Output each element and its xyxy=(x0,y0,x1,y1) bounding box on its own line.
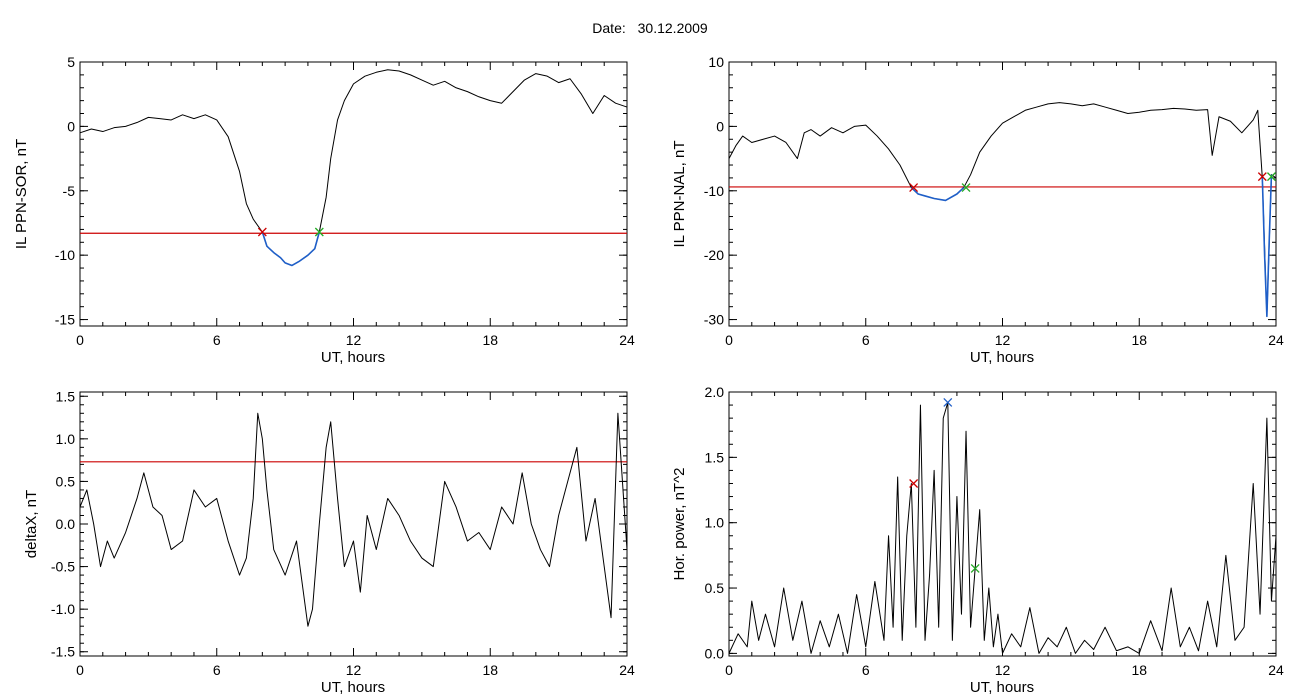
y-tick-label: 0.5 xyxy=(705,580,725,596)
x-tick-label: 0 xyxy=(76,332,84,348)
plot-frame xyxy=(79,391,628,657)
y-tick-label: -10 xyxy=(55,247,75,263)
y-tick-label: 0.0 xyxy=(705,645,725,661)
y-tick-label: -1.0 xyxy=(51,601,75,617)
series-trace-line xyxy=(728,401,1277,654)
y-tick-label: 1.5 xyxy=(705,449,725,465)
series-trace-line xyxy=(79,412,628,627)
y-axis-label: Hor. power, nT^2 xyxy=(671,468,688,581)
y-tick-label: 0.0 xyxy=(56,516,76,532)
y-tick-label: 0.5 xyxy=(56,473,76,489)
figure-title-label: Date: xyxy=(592,20,625,36)
y-tick-label: -30 xyxy=(704,312,724,328)
x-tick-label: 18 xyxy=(1131,662,1147,678)
x-tick-label: 24 xyxy=(1268,332,1284,348)
figure-title-date: 30.12.2009 xyxy=(638,20,708,36)
y-tick-label: -0.5 xyxy=(51,559,75,575)
marker-stroke xyxy=(943,397,953,407)
y-tick-label: 1.5 xyxy=(56,388,76,404)
x-tick-label: 6 xyxy=(213,332,221,348)
y-tick-label: 5 xyxy=(67,54,75,70)
marker-stroke xyxy=(909,183,919,193)
y-axis-label: IL PPN-NAL, nT xyxy=(671,141,688,248)
x-tick-label: 24 xyxy=(1268,662,1284,678)
series-segment-line xyxy=(910,186,965,202)
x-tick-label: 0 xyxy=(725,662,733,678)
x-axis-label: UT, hours xyxy=(321,679,385,696)
y-axis-label: IL PPN-SOR, nT xyxy=(13,139,30,249)
y-tick-label: 2.0 xyxy=(705,384,725,400)
x-axis-label: UT, hours xyxy=(970,349,1034,366)
panel-ppn-nal: 0 6 12 18 24 -30 -20 -10 0 10 UT, hours IL PPN-NA… xyxy=(671,54,1284,366)
x-tick-label: 6 xyxy=(862,662,870,678)
start-marker xyxy=(1257,172,1267,182)
marker-stroke xyxy=(909,479,919,488)
series-trace-line xyxy=(79,69,628,266)
x-tick-label: 12 xyxy=(995,662,1011,678)
x-tick-label: 12 xyxy=(995,332,1011,348)
y-tick-label: -20 xyxy=(704,247,724,263)
x-axis-label: UT, hours xyxy=(321,349,385,366)
y-tick-label: -10 xyxy=(704,183,724,199)
panel-ppn-sor: 0 6 12 18 24 -15 -10 -5 0 5 UT, hours IL PPN-SOR,… xyxy=(13,54,635,366)
panel-hor-power: 0 6 12 18 24 0.0 0.5 1.0 1.5 2.0 UT, hours Hor. p… xyxy=(671,384,1284,696)
marker-stroke xyxy=(961,183,971,193)
x-tick-label: 12 xyxy=(346,332,362,348)
marker-stroke xyxy=(257,227,267,237)
end-marker xyxy=(1266,172,1276,182)
x-tick-label: 18 xyxy=(482,332,498,348)
y-tick-label: -1.5 xyxy=(51,644,75,660)
x-tick-label: 24 xyxy=(619,662,635,678)
y-tick-label: 0 xyxy=(716,118,724,134)
panel-deltax: 0 6 12 18 24 -1.5 -1.0 -0.5 0.0 0.5 1.0 1.5 UT, hou… xyxy=(23,388,635,696)
x-tick-label: 24 xyxy=(619,332,635,348)
start-marker xyxy=(909,183,919,193)
end-marker xyxy=(961,183,971,193)
plot-frame xyxy=(728,61,1277,327)
y-tick-label: -5 xyxy=(63,183,76,199)
x-tick-label: 0 xyxy=(725,332,733,348)
figure-title: Date: 30.12.2009 xyxy=(592,20,708,36)
end-marker xyxy=(970,563,980,573)
marker-stroke xyxy=(1257,172,1267,182)
y-tick-label: 1.0 xyxy=(705,515,725,531)
x-axis-label: UT, hours xyxy=(970,679,1034,696)
series-trace-line xyxy=(728,102,1277,317)
marker-stroke xyxy=(1266,172,1276,182)
peak-marker xyxy=(943,397,953,407)
series-segment-line xyxy=(1261,174,1273,318)
series-segment-line xyxy=(261,231,321,267)
y-tick-label: -15 xyxy=(55,312,75,328)
plot-frame xyxy=(79,61,628,327)
x-tick-label: 12 xyxy=(346,662,362,678)
plot-frame xyxy=(728,391,1277,657)
x-tick-label: 18 xyxy=(482,662,498,678)
x-tick-label: 6 xyxy=(862,332,870,348)
y-tick-label: 10 xyxy=(708,54,724,70)
y-tick-label: 1.0 xyxy=(56,431,76,447)
y-tick-label: 0 xyxy=(67,118,75,134)
end-marker xyxy=(314,227,324,237)
y-axis-label: deltaX, nT xyxy=(23,490,40,558)
x-tick-label: 0 xyxy=(76,662,84,678)
marker-stroke xyxy=(314,227,324,237)
x-tick-label: 18 xyxy=(1131,332,1147,348)
start-marker xyxy=(909,479,919,488)
start-marker xyxy=(257,227,267,237)
x-tick-label: 6 xyxy=(213,662,221,678)
marker-stroke xyxy=(970,563,980,573)
